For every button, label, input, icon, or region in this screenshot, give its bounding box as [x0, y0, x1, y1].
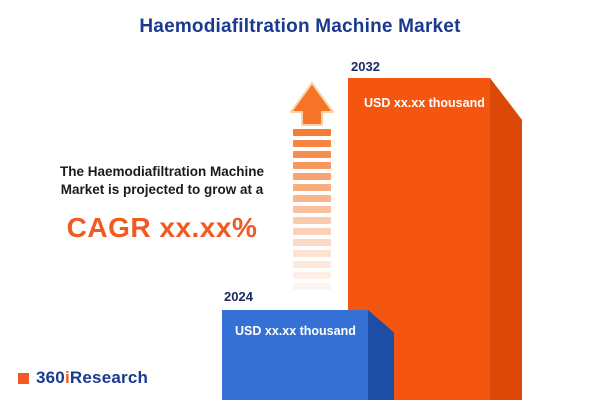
- page-title: Haemodiafiltration Machine Market: [139, 16, 461, 37]
- arrow-stripe: [293, 206, 331, 213]
- description: The Haemodiafiltration Machine Market is…: [22, 163, 302, 247]
- growth-arrow: [289, 82, 335, 294]
- arrow-stripe: [293, 184, 331, 191]
- arrow-stripe: [293, 283, 331, 290]
- bar-2024-face: [222, 310, 368, 400]
- arrow-stripe: [293, 151, 331, 158]
- arrow-stripe: [293, 217, 331, 224]
- bar-2032-year-label: 2032: [351, 59, 380, 74]
- arrow-fade-stripes: [289, 129, 335, 290]
- description-line-2: Market is projected to grow at a: [60, 182, 264, 198]
- bar-2024-year-label: 2024: [224, 289, 253, 304]
- cagr-text: CAGR xx.xx%: [66, 212, 258, 244]
- logo-part-360: 360: [36, 368, 65, 387]
- logo-part-research: Research: [69, 368, 149, 387]
- arrow-stripe: [293, 272, 331, 279]
- arrow-stripe: [293, 140, 331, 147]
- logo-text: 360iResearch: [36, 368, 148, 388]
- arrow-stripe: [293, 162, 331, 169]
- bar-2032-side: [490, 78, 522, 400]
- arrow-stripe: [293, 228, 331, 235]
- arrow-up-icon: [290, 82, 334, 126]
- arrow-stripe: [293, 250, 331, 257]
- brand-logo: 360iResearch: [18, 368, 148, 388]
- description-line-1: The Haemodiafiltration Machine: [59, 164, 265, 179]
- arrow-stripe: [293, 129, 331, 136]
- logo-part-i: i: [64, 368, 70, 387]
- arrow-stripe: [293, 261, 331, 268]
- bar-2032-value-label: USD xx.xx thousand: [364, 96, 485, 110]
- bar-2024-value-label: USD xx.xx thousand: [235, 324, 356, 338]
- arrow-stripe: [293, 195, 331, 202]
- logo-square-icon: [18, 372, 29, 384]
- arrow-stripe: [293, 173, 331, 180]
- arrow-stripe: [293, 239, 331, 246]
